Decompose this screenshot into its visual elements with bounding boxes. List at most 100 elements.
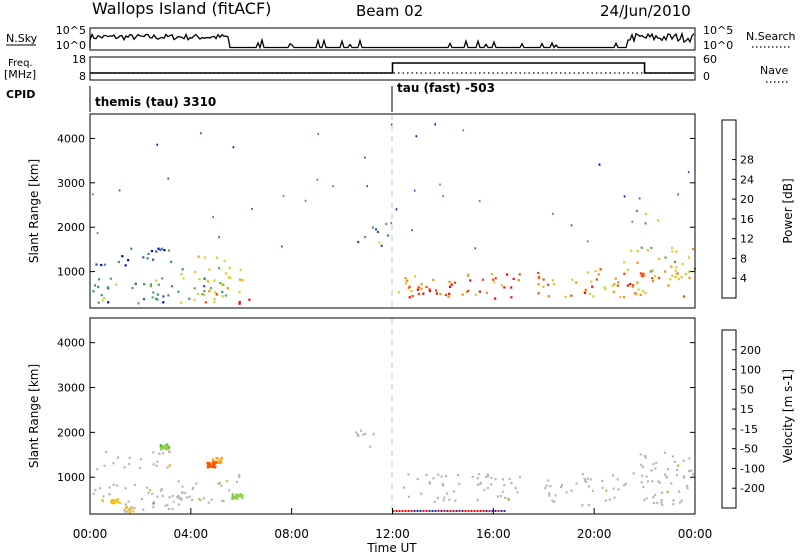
velocity-cell: [151, 492, 154, 496]
power-cell: [239, 268, 242, 272]
power-cell: [413, 189, 416, 192]
velocity-cell: [108, 486, 111, 489]
velocity-cell: [686, 484, 689, 488]
velocity-cell: [666, 468, 669, 471]
beam-title: Beam 02: [356, 2, 423, 20]
power-cell: [626, 284, 629, 287]
velocity-cell: [131, 506, 134, 509]
power-cell: [201, 293, 204, 296]
velocity-cell: [206, 466, 210, 469]
velocity-cell: [112, 462, 115, 465]
power-cell: [194, 270, 197, 274]
velocity-cell: [612, 487, 615, 490]
power-cell: [651, 277, 654, 280]
power-cell: [134, 282, 137, 285]
velocity-cell: [554, 494, 557, 497]
velocity-cell: [570, 489, 573, 492]
velocity-cell: [208, 465, 211, 468]
power-cell: [518, 273, 521, 276]
velocity-cell: [679, 501, 682, 504]
velocity-cell: [239, 494, 242, 497]
power-cell: [510, 286, 513, 289]
power-cell: [137, 302, 140, 305]
velocity-cell: [117, 501, 120, 504]
power-cell: [634, 292, 637, 295]
power-cell: [238, 302, 241, 305]
power-cell: [439, 183, 441, 186]
velocity-cell: [617, 488, 620, 491]
velocity-cell: [176, 496, 179, 499]
power-cell: [494, 297, 497, 300]
velocity-cell: [508, 478, 511, 481]
power-cell: [644, 291, 647, 294]
power-cell: [658, 257, 661, 260]
velocity-cell: [436, 496, 439, 500]
velocity-cell: [124, 487, 127, 490]
velocity-cell: [445, 492, 449, 495]
velocity-cell: [158, 452, 161, 455]
power-cell: [658, 276, 661, 280]
power-cell: [599, 268, 602, 271]
power-cell: [188, 297, 191, 300]
power-cell: [629, 283, 632, 286]
velocity-cell: [138, 466, 142, 469]
velocity-cell: [140, 498, 143, 501]
velocity-ylabel: Slant Range [km]: [27, 364, 41, 468]
power-cell: [646, 249, 649, 252]
power-cell: [223, 259, 226, 262]
power-ytick-label: 3000: [57, 177, 85, 190]
velocity-cell: [133, 507, 136, 510]
velocity-cell: [160, 488, 163, 491]
velocity-cell: [428, 510, 431, 512]
power-cell: [385, 222, 388, 225]
power-cell: [474, 247, 477, 250]
power-cell: [673, 260, 677, 263]
velocity-cell: [491, 510, 494, 512]
power-cell: [547, 283, 550, 286]
velocity-cell: [672, 503, 675, 506]
power-cell: [434, 123, 436, 126]
power-cell: [161, 247, 164, 250]
power-cell: [162, 295, 165, 298]
velocity-cell: [191, 499, 194, 502]
velocity-cell: [195, 482, 198, 485]
velocity-cell: [440, 510, 443, 512]
velocity-cell: [601, 486, 604, 489]
nsky-series: [89, 31, 695, 50]
power-cell: [552, 283, 555, 286]
power-cell: [177, 290, 180, 293]
power-cell: [203, 290, 206, 293]
velocity-cell: [167, 507, 171, 511]
velocity-cell: [108, 493, 111, 496]
power-cell: [229, 276, 232, 279]
power-cell: [448, 292, 451, 295]
velocity-cell: [236, 497, 239, 500]
velocity-cell: [425, 473, 428, 477]
power-cell: [586, 240, 589, 243]
velocity-cell: [548, 492, 551, 495]
velocity-cell: [156, 495, 159, 498]
power-cell: [227, 276, 230, 279]
velocity-cell: [661, 491, 664, 494]
power-cell: [454, 281, 457, 284]
velocity-cell: [211, 458, 215, 461]
velocity-cell: [184, 492, 187, 495]
velocity-cell: [410, 510, 413, 512]
power-cell: [636, 250, 639, 253]
nsearch-label: N.Search: [746, 30, 796, 43]
power-cell: [450, 283, 453, 286]
velocity-cell: [165, 443, 168, 446]
power-cell: [493, 281, 496, 284]
velocity-cell: [437, 510, 440, 512]
power-cell: [251, 207, 253, 210]
velocity-cell: [507, 498, 511, 501]
power-cell: [435, 289, 438, 292]
velocity-cell: [653, 501, 656, 504]
velocity-cell: [479, 482, 482, 486]
velocity-cell: [680, 499, 683, 502]
velocity-cell: [690, 469, 693, 472]
power-cell: [390, 222, 393, 225]
power-cell: [304, 199, 307, 202]
power-cell: [467, 273, 470, 276]
power-ytick-label: 1000: [57, 266, 85, 279]
